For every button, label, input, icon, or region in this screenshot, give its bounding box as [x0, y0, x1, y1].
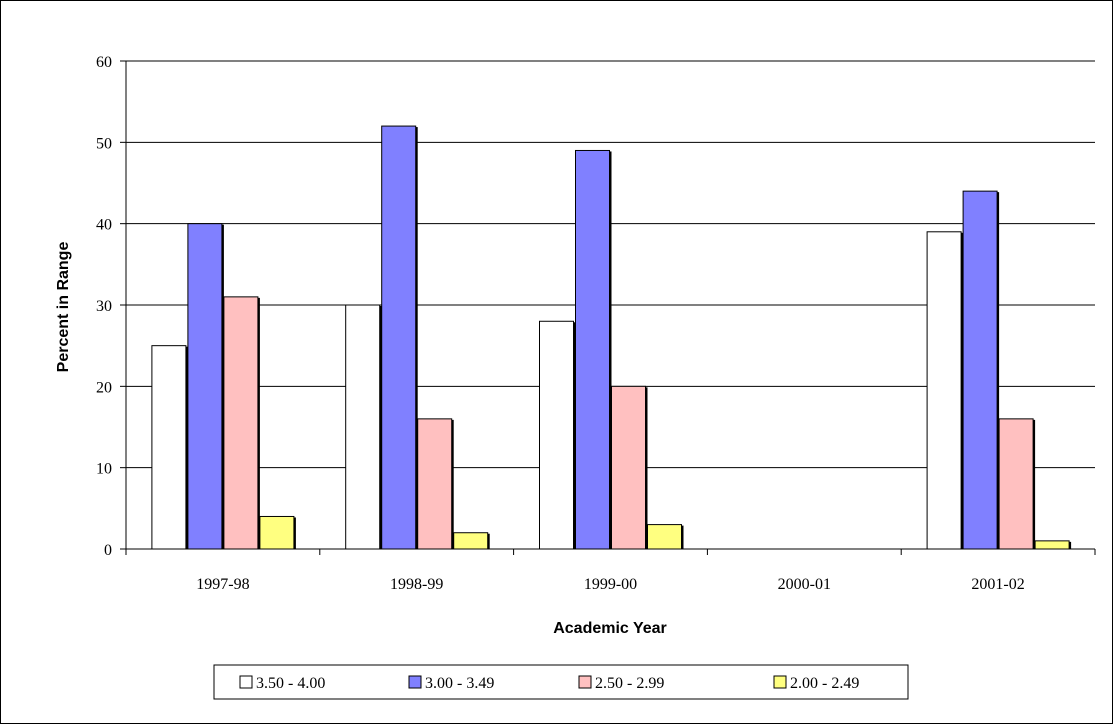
x-tick-label: 1997-98 [196, 576, 249, 593]
bar [417, 418, 453, 550]
y-tick-label: 0 [104, 542, 112, 559]
x-tick-labels: 1997-98 1998-99 1999-00 2000-01 2001-02 [196, 576, 1025, 593]
bar [926, 231, 962, 550]
y-axis-title: Percent in Range [55, 242, 72, 373]
legend-label: 3.00 - 3.49 [425, 675, 494, 692]
y-tick-labels: 0 10 20 30 40 50 60 [96, 54, 112, 559]
bar [1034, 540, 1070, 550]
bar [151, 345, 187, 550]
bar [611, 385, 646, 550]
bar [259, 515, 295, 550]
y-tick-label: 50 [96, 135, 112, 152]
y-tick-label: 30 [96, 298, 112, 315]
legend-label: 2.00 - 2.49 [790, 675, 859, 692]
y-tick-label: 20 [96, 379, 112, 396]
x-axis-title: Academic Year [553, 620, 667, 637]
legend-swatch [773, 675, 787, 689]
legend-swatch [408, 675, 422, 689]
legend-swatch [239, 675, 253, 689]
legend-box [213, 664, 909, 700]
legend-swatch [578, 675, 592, 689]
y-tick-label: 10 [96, 461, 112, 478]
bar [647, 524, 682, 550]
y-tick-label: 60 [96, 54, 112, 71]
bar [453, 532, 489, 550]
x-tick-label: 2000-01 [778, 576, 831, 593]
legend: 3.50 - 4.00 3.00 - 3.49 2.50 - 2.99 2.00 - … [213, 664, 909, 700]
bar [998, 418, 1034, 550]
bar [345, 304, 381, 550]
bar [539, 320, 574, 550]
legend-label: 3.50 - 4.00 [256, 675, 325, 692]
bar [223, 296, 259, 550]
axes [120, 60, 1096, 555]
bar [187, 223, 223, 550]
y-tick-label: 40 [96, 217, 112, 234]
legend-label: 2.50 - 2.99 [595, 675, 664, 692]
bar [381, 125, 417, 550]
bars [151, 125, 1072, 550]
bar [962, 190, 998, 550]
x-tick-label: 2001-02 [971, 576, 1024, 593]
x-tick-label: 1999-00 [584, 576, 637, 593]
x-tick-label: 1998-99 [390, 576, 443, 593]
bar [575, 149, 610, 550]
